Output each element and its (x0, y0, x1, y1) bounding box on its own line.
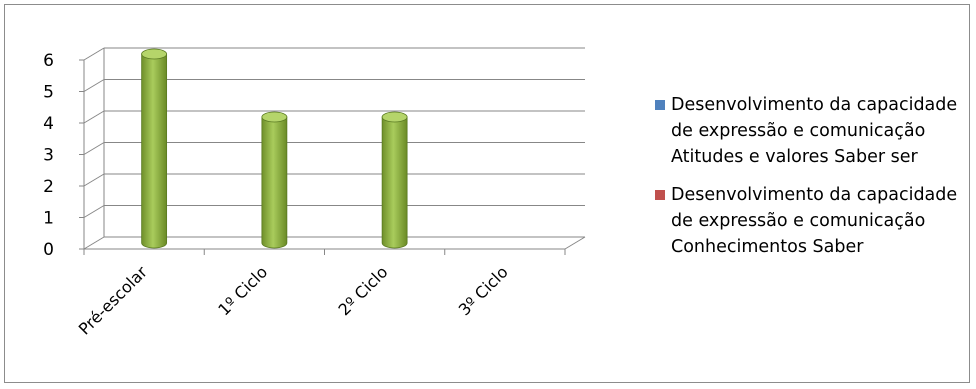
x-tick-label: 1º Ciclo (214, 262, 271, 319)
x-tick-label: 3º Ciclo (455, 262, 512, 319)
side-gridline (83, 142, 105, 155)
bar (381, 111, 408, 249)
y-tick-label: 3 (43, 146, 54, 166)
bar-body (261, 116, 288, 249)
y-tick-label: 5 (43, 83, 54, 103)
bar-top (261, 111, 288, 123)
bar (141, 48, 168, 249)
chart-legend: Desenvolvimento da capacidade de express… (655, 92, 960, 272)
y-tick-label: 0 (43, 240, 54, 260)
bar (261, 111, 288, 249)
legend-item: Desenvolvimento da capacidade de express… (655, 92, 960, 170)
y-tick-label: 6 (43, 51, 54, 71)
bar-chart: 0 1 2 3 4 5 6 Pré-escolar 1º Ciclo 2º Ciclo 3º Cic… (43, 47, 586, 339)
y-tick-label: 2 (43, 177, 54, 197)
y-tick-label: 1 (43, 209, 54, 229)
chart-axes (79, 47, 586, 255)
bar-top (141, 48, 168, 60)
x-tick-label: 2º Ciclo (335, 262, 392, 319)
y-tick-label: 4 (43, 114, 54, 134)
side-gridline (83, 173, 105, 187)
side-gridline (83, 205, 105, 218)
chart-bars (141, 48, 408, 249)
x-tick-label: Pré-escolar (75, 262, 152, 339)
legend-label: Desenvolvimento da capacidade de express… (671, 185, 958, 257)
legend-item: Desenvolvimento da capacidade de express… (655, 182, 960, 260)
legend-label: Desenvolvimento da capacidade de express… (671, 95, 958, 167)
legend-swatch (655, 190, 665, 200)
floor-right-edge (564, 236, 586, 250)
side-gridline (83, 47, 105, 61)
bar-body (141, 53, 168, 249)
side-gridline (83, 79, 105, 92)
bar-top (381, 111, 408, 123)
bar-body (381, 116, 408, 249)
side-gridline (83, 236, 105, 250)
side-gridline (83, 110, 105, 124)
legend-swatch (655, 100, 665, 110)
